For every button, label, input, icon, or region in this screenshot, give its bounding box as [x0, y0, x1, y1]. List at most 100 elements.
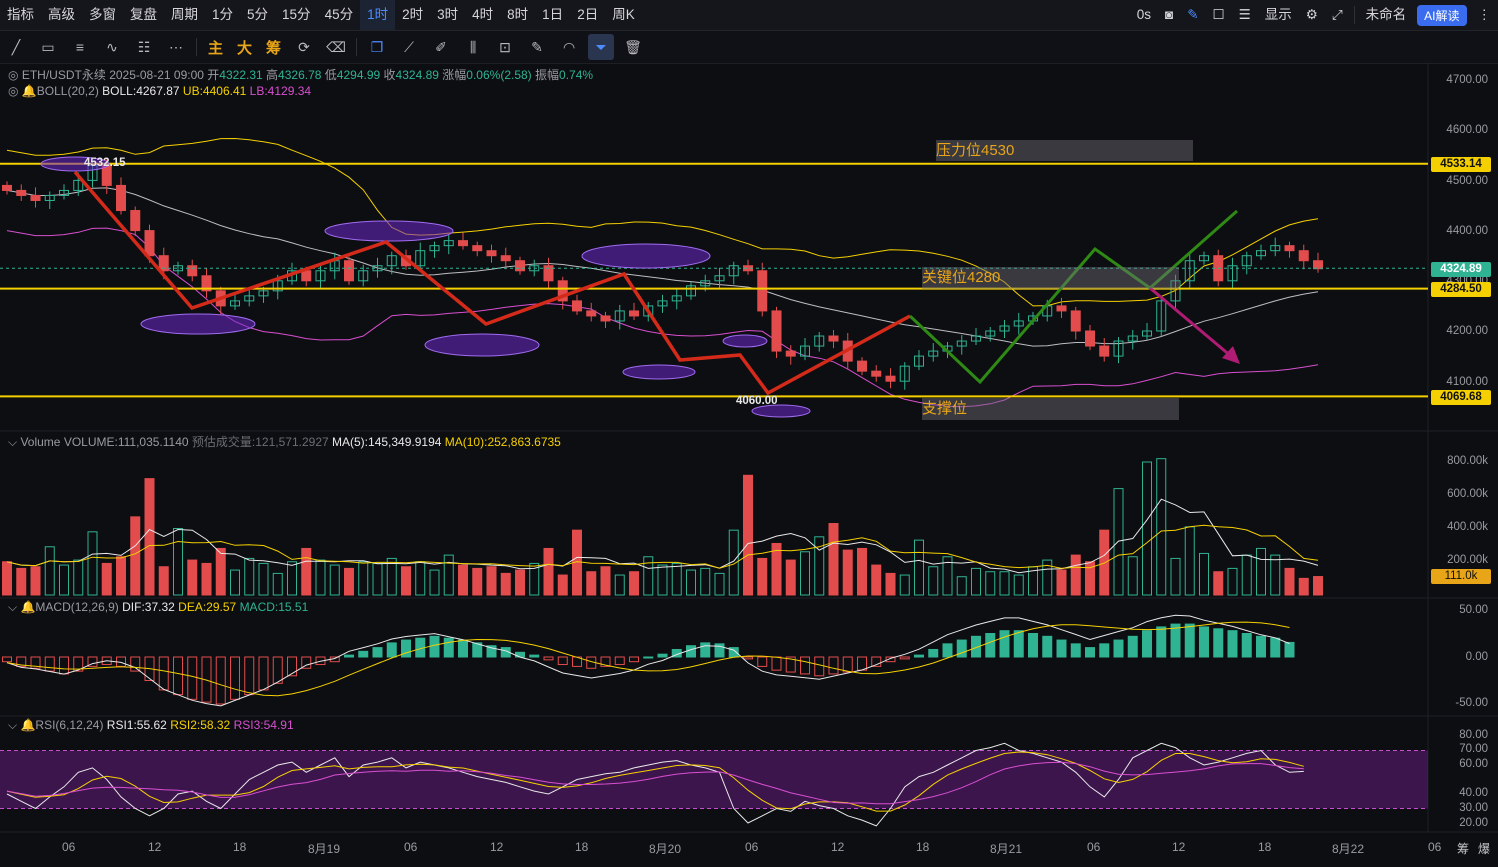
macd-histogram-bar [215, 656, 226, 705]
fullscreen-icon[interactable]: ⤢ [1331, 7, 1343, 22]
macd-histogram-bar [828, 656, 839, 675]
rsi-tick: 40.00 [1459, 787, 1488, 799]
wave-line-red [73, 170, 911, 396]
display-button[interactable]: 显示 [1264, 7, 1292, 22]
candle [515, 260, 525, 272]
macd-histogram-bar [1227, 630, 1238, 658]
volume-bar [885, 572, 896, 596]
forecast-arrowhead [1222, 346, 1240, 364]
edit-icon[interactable]: ✎ [531, 38, 543, 55]
macd-name: MACD(12,26,9) [35, 600, 119, 614]
candle [1085, 330, 1095, 347]
interval-45m[interactable]: 45分 [324, 7, 354, 22]
replay-button[interactable]: 复盘 [130, 7, 157, 22]
eye-icon[interactable]: ◎ [8, 84, 19, 98]
filter-icon[interactable]: ⏷ [588, 34, 615, 60]
bell-icon[interactable]: 🔔 [20, 718, 36, 732]
candle [600, 315, 611, 322]
chip-side-label[interactable]: 筹 [1457, 842, 1470, 856]
main-indicator-button[interactable]: 主 [208, 39, 224, 57]
pen-icon[interactable]: ✎ [1187, 7, 1199, 22]
brush-icon[interactable]: ✐ [435, 38, 447, 55]
interval-5m[interactable]: 5分 [247, 7, 269, 22]
x-tick: 06 [1087, 840, 1101, 854]
period-dropdown[interactable]: 周期 [171, 7, 198, 22]
chevron-down-icon[interactable]: ⌵ [8, 600, 18, 614]
close-label: 收 [383, 68, 396, 82]
fib-tool-icon[interactable]: ☷ [137, 38, 151, 55]
macd-histogram-bar [557, 656, 568, 666]
interval-1d[interactable]: 1日 [542, 7, 564, 22]
macd-tick: -50.00 [1455, 697, 1488, 709]
magnet-icon[interactable]: ◠ [562, 38, 576, 55]
bell-icon[interactable]: 🔔 [20, 600, 36, 614]
ai-interpret-button[interactable]: AI解读 [1417, 4, 1467, 26]
support-label[interactable]: 支撑位 [922, 398, 1179, 420]
volume-bar [1085, 561, 1095, 596]
key-level-label[interactable]: 关键位4280 [922, 267, 1179, 289]
trash-icon[interactable]: 🗑 [624, 38, 642, 55]
wave-tool-icon[interactable]: ∿ [106, 38, 118, 55]
volume-bar [785, 559, 796, 596]
camera-icon[interactable]: ◙ [1165, 7, 1174, 22]
volume-bar [1213, 571, 1224, 596]
interval-2h[interactable]: 2时 [402, 7, 424, 22]
interval-1m[interactable]: 1分 [212, 7, 234, 22]
interval-3h[interactable]: 3时 [437, 7, 459, 22]
macd-histogram-bar [144, 656, 155, 681]
hlines-tool-icon[interactable]: ≡ [75, 39, 85, 55]
interval-4h[interactable]: 4时 [472, 7, 494, 22]
volume-tick: 600.00k [1447, 488, 1488, 500]
layout-name[interactable]: 未命名 [1365, 7, 1407, 22]
candle [486, 250, 497, 257]
multi-window-button[interactable]: 多窗 [89, 7, 116, 22]
interval-1h[interactable]: 1时 [360, 0, 396, 30]
gear-icon[interactable]: ⚙ [1305, 7, 1318, 22]
highlight-ellipse [581, 243, 711, 269]
liquidation-side-label[interactable]: 爆 [1478, 842, 1491, 856]
lock-icon[interactable]: ⊡ [499, 38, 511, 55]
interval-8h[interactable]: 8时 [507, 7, 529, 22]
amp-value: 0.74% [559, 68, 594, 82]
chevron-down-icon[interactable]: ⌵ [8, 718, 18, 732]
ruler-icon[interactable]: ⟋ [404, 38, 414, 55]
advanced-button[interactable]: 高级 [48, 7, 75, 22]
note-icon[interactable]: ☐ [1212, 7, 1225, 22]
volume-bar [515, 569, 525, 596]
rsi-tick: 60.00 [1459, 758, 1488, 770]
list-icon[interactable]: ☰ [1238, 7, 1251, 22]
circle-icon: ◎ [8, 68, 19, 82]
refresh-icon[interactable]: ⟳ [298, 38, 310, 55]
resistance-label[interactable]: 压力位4530 [936, 140, 1193, 161]
volume-bar [415, 561, 426, 596]
candle [30, 194, 41, 201]
macd-histogram-bar [700, 642, 711, 658]
volume-bar [329, 564, 340, 596]
volume-bar [942, 556, 953, 596]
interval-2d[interactable]: 2日 [577, 7, 599, 22]
volume-bar [301, 547, 312, 596]
candle [272, 280, 283, 292]
volume-bar [272, 572, 283, 596]
chevron-down-icon[interactable]: ⌵ [8, 435, 18, 449]
candle [1241, 255, 1252, 267]
interval-1w[interactable]: 周K [612, 7, 635, 22]
rect-tool-icon[interactable]: ▭ [41, 38, 55, 55]
candle-tool-icon[interactable]: ⫼ [469, 38, 477, 55]
eraser-icon[interactable]: ⌫ [326, 38, 346, 55]
macd-histogram-bar [1270, 637, 1281, 658]
candle [686, 285, 696, 297]
chip-button[interactable]: 筹 [266, 39, 282, 57]
bell-icon[interactable]: 🔔 [21, 84, 37, 98]
volume-bar [144, 478, 155, 596]
interval-15m[interactable]: 15分 [282, 7, 311, 22]
macd-histogram-bar [1284, 641, 1295, 658]
big-button[interactable]: 大 [237, 39, 253, 57]
line-tool-icon[interactable]: ╱ [11, 38, 21, 55]
drawing-toolbar: ╱ ▭ ≡ ∿ ☷ ⋯ 主 大 筹 ⟳ ⌫ ❐ ⟋ ✐ ⫼ ⊡ ✎ ◠ ⏷ 🗑 [0, 31, 1498, 64]
indicator-button[interactable]: 指标 [7, 7, 34, 22]
copy-icon[interactable]: ❐ [370, 38, 384, 55]
more-tools-icon[interactable]: ⋯ [169, 38, 183, 55]
more-icon[interactable]: ⋮ [1477, 7, 1492, 22]
